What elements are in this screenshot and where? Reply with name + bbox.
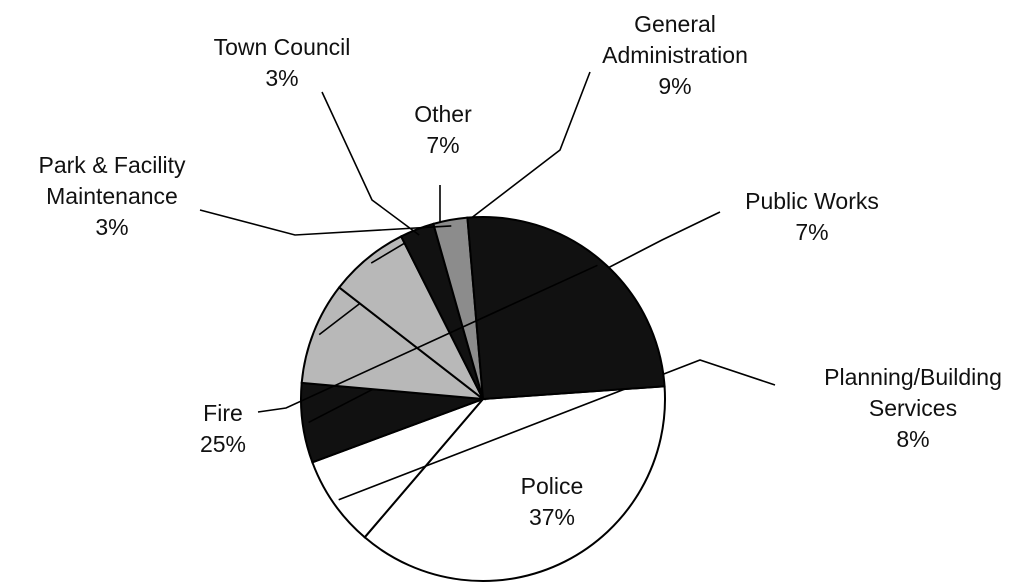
leader-line-park-facility-maintenance xyxy=(199,209,452,236)
leader-line-fire xyxy=(257,264,598,413)
slice-name: Public Works xyxy=(745,188,879,214)
pie-slice-general-administration xyxy=(300,286,487,401)
slice-label-public-works: Public Works 7% xyxy=(745,186,879,248)
slice-label-planning-building-services: Planning/Building Services 8% xyxy=(824,362,1002,455)
slice-value-label: 25% xyxy=(199,431,247,457)
slice-name: Town Council xyxy=(213,34,351,60)
slice-label-police: Police 37% xyxy=(521,471,584,533)
slice-value-label: 8% xyxy=(896,426,930,452)
slice-label-fire: Fire 25% xyxy=(200,398,246,460)
slice-name-line-2: Administration xyxy=(602,42,748,68)
pie-slice-police xyxy=(363,385,666,582)
slice-name: Other xyxy=(414,101,472,127)
slice-label-town-council: Town Council 3% xyxy=(214,32,351,94)
slice-name: Police xyxy=(520,473,584,499)
slice-label-general-administration: General Administration 9% xyxy=(602,9,748,102)
slice-value-label: 37% xyxy=(528,504,576,530)
slice-name-line-2: Maintenance xyxy=(46,183,178,209)
leader-line-planning-building-services xyxy=(338,359,776,501)
slice-value-label: 3% xyxy=(95,214,129,240)
leader-line-town-council xyxy=(321,91,420,236)
slice-name-line-1: General xyxy=(634,11,716,37)
slice-name-line-1: Planning/Building xyxy=(824,364,1002,390)
slice-value-label: 9% xyxy=(658,73,692,99)
pie-slice-planning-building-services xyxy=(311,396,487,539)
slice-value-label: 7% xyxy=(426,132,460,158)
slice-name-line-1: Park & Facility xyxy=(38,152,186,178)
slice-label-park-facility-maintenance: Park & Facility Maintenance 3% xyxy=(39,150,186,243)
slice-value-label: 7% xyxy=(795,219,829,245)
pie-slice-fire xyxy=(466,216,666,401)
slice-value-label: 3% xyxy=(265,65,299,91)
slice-name: Fire xyxy=(203,400,243,426)
slice-name-line-2: Services xyxy=(868,395,958,421)
slice-label-other: Other 7% xyxy=(414,99,472,161)
